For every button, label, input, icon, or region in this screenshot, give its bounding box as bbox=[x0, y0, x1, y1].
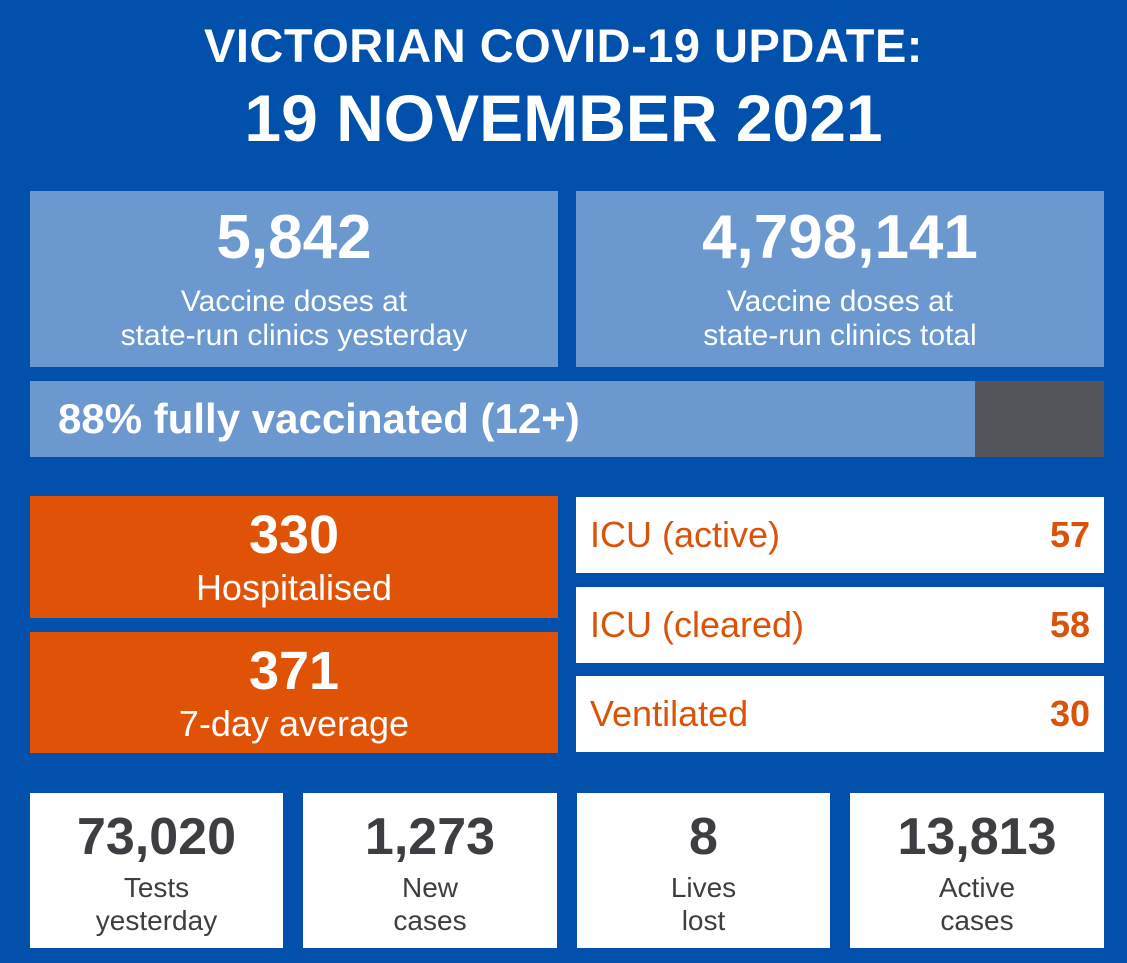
ventilated-row: Ventilated 30 bbox=[576, 676, 1104, 752]
icu-cleared-label: ICU (cleared) bbox=[590, 604, 805, 645]
new-cases-card: 1,273 New cases bbox=[303, 793, 557, 948]
fully-vaccinated-progress-text: 88% fully vaccinated (12+) bbox=[58, 395, 580, 442]
tests-yesterday-value: 73,020 bbox=[76, 808, 237, 866]
ventilated-value: 30 bbox=[1049, 693, 1090, 734]
icu-cleared-value: 58 bbox=[1049, 604, 1090, 645]
update-date: 19 NOVEMBER 2021 bbox=[244, 81, 883, 155]
new-cases-value: 1,273 bbox=[364, 808, 496, 866]
ventilated-label: Ventilated bbox=[590, 693, 749, 734]
lives-lost-label-line1: Lives bbox=[670, 872, 737, 903]
vaccine-doses-total-value: 4,798,141 bbox=[702, 203, 978, 272]
vaccine-doses-yesterday-label-line2: state-run clinics yesterday bbox=[120, 319, 468, 352]
fully-vaccinated-progress-bar: 88% fully vaccinated (12+) bbox=[30, 381, 1104, 457]
seven-day-average-card: 371 7-day average bbox=[30, 632, 558, 753]
icu-active-value: 57 bbox=[1049, 514, 1090, 555]
update-title: VICTORIAN COVID-19 UPDATE: bbox=[204, 19, 923, 72]
vaccine-doses-yesterday-card: 5,842 Vaccine doses at state-run clinics… bbox=[30, 191, 558, 367]
new-cases-label-line2: cases bbox=[393, 905, 467, 936]
active-cases-card: 13,813 Active cases bbox=[850, 793, 1104, 948]
icu-active-row: ICU (active) 57 bbox=[576, 497, 1104, 573]
vaccine-doses-total-label-line2: state-run clinics total bbox=[703, 319, 977, 352]
lives-lost-card: 8 Lives lost bbox=[577, 793, 830, 948]
new-cases-label-line1: New bbox=[401, 872, 458, 903]
tests-yesterday-label-line2: yesterday bbox=[95, 905, 218, 936]
seven-day-average-value: 371 bbox=[248, 641, 340, 701]
vaccine-doses-total-label-line1: Vaccine doses at bbox=[726, 285, 954, 318]
icu-cleared-row: ICU (cleared) 58 bbox=[576, 587, 1104, 663]
seven-day-average-label: 7-day average bbox=[178, 703, 410, 744]
tests-yesterday-label-line1: Tests bbox=[123, 872, 190, 903]
vaccine-doses-yesterday-label-line1: Vaccine doses at bbox=[180, 285, 408, 318]
active-cases-value: 13,813 bbox=[897, 808, 1057, 866]
hospitalised-value: 330 bbox=[248, 505, 340, 565]
hospitalised-card: 330 Hospitalised bbox=[30, 496, 558, 618]
lives-lost-label-line2: lost bbox=[681, 905, 726, 936]
tests-yesterday-card: 73,020 Tests yesterday bbox=[30, 793, 283, 948]
hospitalised-label: Hospitalised bbox=[195, 567, 393, 608]
fully-vaccinated-progress-fill bbox=[30, 381, 976, 457]
lives-lost-value: 8 bbox=[689, 808, 718, 866]
vaccine-doses-yesterday-value: 5,842 bbox=[216, 203, 372, 272]
active-cases-label-line1: Active bbox=[938, 872, 1016, 903]
icu-active-label: ICU (active) bbox=[590, 514, 781, 555]
active-cases-label-line2: cases bbox=[940, 905, 1014, 936]
vaccine-doses-total-card: 4,798,141 Vaccine doses at state-run cli… bbox=[576, 191, 1104, 367]
